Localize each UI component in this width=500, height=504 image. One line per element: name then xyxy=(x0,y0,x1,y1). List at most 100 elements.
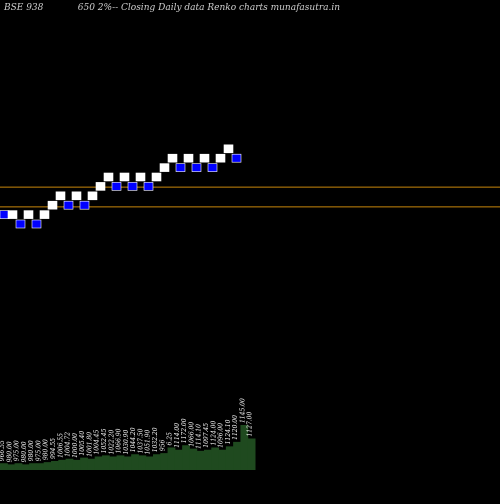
volume-bar xyxy=(43,462,52,470)
volume-label: 1052.45 xyxy=(101,428,108,453)
volume-label: 980.00 xyxy=(43,439,50,460)
renko-brick-down xyxy=(15,219,26,229)
renko-brick-up xyxy=(87,191,98,201)
volume-bar xyxy=(182,445,190,470)
volume-label: 1044.20 xyxy=(130,427,137,452)
volume-bar xyxy=(145,456,154,470)
volume-bar xyxy=(247,438,256,470)
volume-label: 1066.90 xyxy=(116,428,123,453)
volume-bar xyxy=(167,447,176,470)
volume-bar xyxy=(131,454,139,470)
volume-label: 956 xyxy=(159,439,166,451)
volume-bar xyxy=(240,425,249,470)
volume-label: 1022.20 xyxy=(108,430,115,455)
volume-bar xyxy=(204,449,212,470)
renko-brick-up xyxy=(23,210,34,219)
volume-bar xyxy=(160,453,169,470)
volume-bar xyxy=(29,463,37,470)
volume-bar xyxy=(196,450,205,470)
volume-bar xyxy=(72,459,81,470)
volume-bar xyxy=(0,463,8,470)
renko-brick-down xyxy=(191,163,202,172)
renko-brick-down xyxy=(31,219,42,229)
volume-label: 980.00 xyxy=(21,441,28,462)
volume-labels: 966.55 980.00 975.00 980.00 980.00 975.00 980.… xyxy=(0,398,254,462)
renko-brick-down xyxy=(231,153,242,163)
volume-label: 980.00 xyxy=(6,441,13,462)
renko-brick-down xyxy=(63,200,74,210)
renko-brick-up xyxy=(71,191,82,201)
volume-bar xyxy=(123,456,132,470)
volume-bar xyxy=(218,449,227,470)
chart-header: BSE 938 650 2%-- Closing Daily data Renk… xyxy=(4,3,340,13)
volume-bar xyxy=(109,456,118,470)
volume-label: 1032.20 xyxy=(152,427,159,452)
renko-brick-up xyxy=(119,172,130,182)
volume-label: 1114.10 xyxy=(196,424,203,449)
renko-brick-down xyxy=(175,163,186,172)
chart-title: 650 2%-- Closing Daily data Renko charts… xyxy=(77,3,341,13)
volume-bar xyxy=(36,463,45,470)
volume-label: 1004.72 xyxy=(65,432,72,457)
volume-label: 1051.90 xyxy=(145,430,152,455)
renko-brick-down xyxy=(111,182,122,191)
volume-label: 1005.40 xyxy=(79,431,86,456)
renko-brick-up xyxy=(223,144,234,154)
volume-bar xyxy=(102,455,110,470)
renko-brick-up xyxy=(47,200,58,210)
volume-bar xyxy=(174,449,183,470)
volume-bar xyxy=(225,446,234,470)
volume-bar xyxy=(116,455,125,470)
renko-brick-down xyxy=(0,210,10,219)
volume-label: 1000.00 xyxy=(72,433,79,458)
volume-label: 1124.00 xyxy=(210,421,217,446)
volume-bar xyxy=(211,447,220,470)
volume-bar xyxy=(14,463,23,470)
renko-brick-up xyxy=(55,191,66,201)
volume-bar xyxy=(94,456,103,470)
volume-bar xyxy=(233,441,241,470)
renko-brick-up xyxy=(135,172,146,182)
volume-bar xyxy=(138,455,147,470)
volume-label: 1001.80 xyxy=(86,432,93,457)
volume-bar xyxy=(58,459,67,470)
volume-bar xyxy=(80,457,88,470)
volume-label: 1096.00 xyxy=(218,423,225,448)
volume-label: 1004.45 xyxy=(94,430,101,455)
renko-brick-up xyxy=(95,182,106,191)
volume-label: 1172.00 xyxy=(181,418,188,443)
renko-brick-down xyxy=(143,182,154,191)
volume-label: 966.55 xyxy=(0,440,6,461)
renko-brick-up xyxy=(7,210,18,219)
renko-bricks xyxy=(0,144,242,229)
volume-bar xyxy=(87,458,96,470)
volume-bar xyxy=(65,458,74,470)
volume-bar xyxy=(21,464,30,470)
volume-label: 1120.00 xyxy=(232,415,239,440)
renko-brick-up xyxy=(199,153,210,163)
volume-label: 1145.00 xyxy=(239,398,246,423)
volume-label: 975.00 xyxy=(14,440,21,461)
volume-label: 994.55 xyxy=(50,438,57,459)
renko-brick-up xyxy=(183,153,194,163)
volume-bar xyxy=(153,454,161,470)
volume-label: 1114.00 xyxy=(174,423,181,448)
volume-label: 1097.45 xyxy=(203,423,210,448)
volume-bar xyxy=(7,464,16,470)
renko-brick-up xyxy=(167,153,178,163)
renko-brick-up xyxy=(151,172,162,182)
volume-label: 1124.10 xyxy=(225,419,232,444)
volume-label: 1127.00 xyxy=(247,412,254,437)
renko-brick-down xyxy=(207,163,218,172)
volume-label: 980.00 xyxy=(28,440,35,461)
symbol-code: BSE 938 xyxy=(4,3,44,13)
volume-label: 6.25 xyxy=(167,432,174,446)
renko-brick-down xyxy=(79,200,90,210)
renko-brick-up xyxy=(39,210,50,219)
renko-brick-up xyxy=(215,153,226,163)
volume-label: 1006.55 xyxy=(57,433,64,458)
volume-label: 1066.00 xyxy=(188,422,195,447)
renko-brick-up xyxy=(103,172,114,182)
renko-brick-down xyxy=(127,182,138,191)
